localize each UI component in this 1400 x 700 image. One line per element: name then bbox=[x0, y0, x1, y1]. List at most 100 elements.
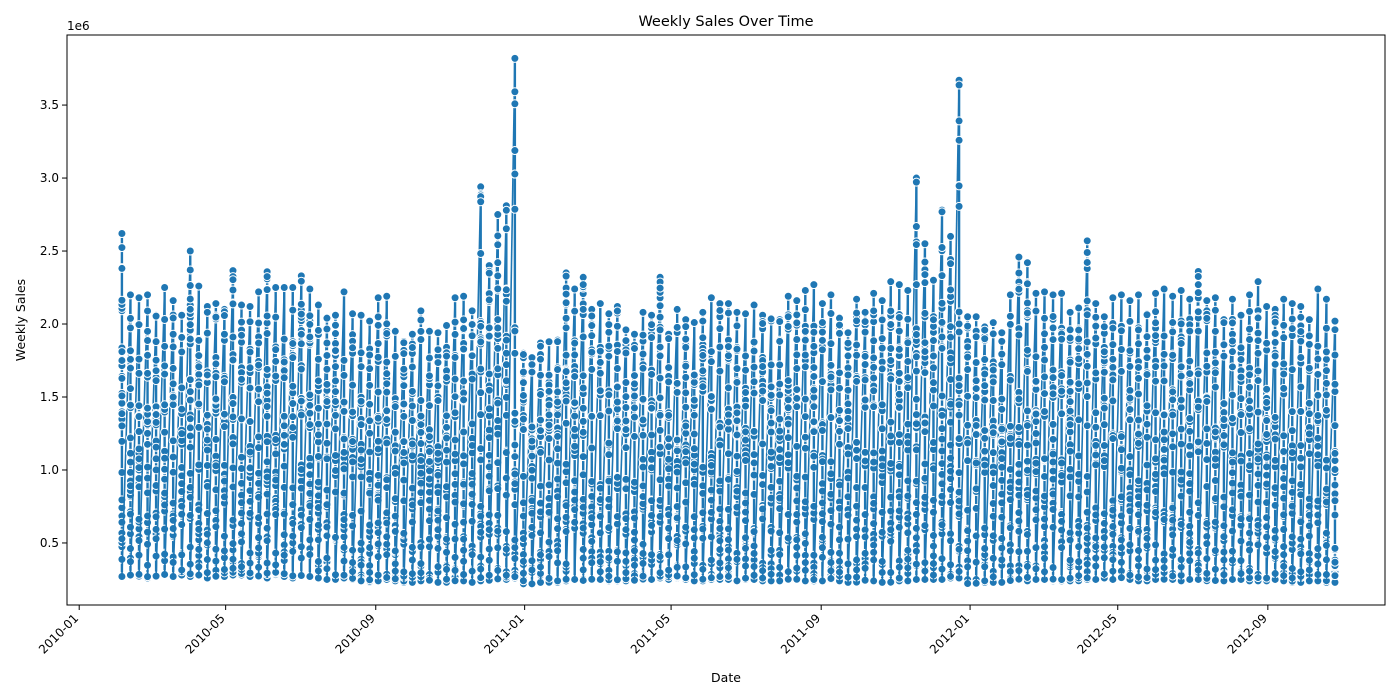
data-point bbox=[228, 285, 238, 295]
data-point bbox=[758, 395, 768, 405]
data-point bbox=[1159, 331, 1169, 341]
data-point bbox=[1048, 449, 1058, 459]
data-point bbox=[151, 534, 161, 544]
data-point bbox=[1005, 290, 1015, 300]
data-point bbox=[185, 320, 195, 330]
data-point bbox=[928, 507, 938, 517]
data-point bbox=[1014, 459, 1024, 469]
data-point bbox=[399, 349, 409, 359]
data-point bbox=[869, 306, 879, 316]
data-point bbox=[476, 527, 486, 537]
data-point bbox=[467, 440, 477, 450]
data-point bbox=[749, 426, 759, 436]
data-point bbox=[911, 330, 921, 340]
data-point bbox=[689, 370, 699, 380]
data-point bbox=[493, 271, 503, 281]
data-point bbox=[877, 334, 887, 344]
data-point bbox=[681, 402, 691, 412]
data-point bbox=[1031, 428, 1041, 438]
data-point bbox=[1116, 326, 1126, 336]
data-point bbox=[1108, 375, 1118, 385]
data-point bbox=[322, 531, 332, 541]
data-point bbox=[963, 312, 973, 322]
data-point bbox=[382, 415, 392, 425]
data-point bbox=[792, 517, 802, 527]
data-point bbox=[476, 248, 486, 258]
data-point bbox=[211, 434, 221, 444]
data-point bbox=[911, 240, 921, 250]
data-point bbox=[1031, 352, 1041, 362]
data-point bbox=[928, 378, 938, 388]
data-point bbox=[160, 427, 170, 437]
data-point bbox=[817, 377, 827, 387]
data-point bbox=[382, 438, 392, 448]
data-point bbox=[937, 391, 947, 401]
data-point bbox=[723, 351, 733, 361]
data-point bbox=[262, 523, 272, 533]
data-point bbox=[1082, 247, 1092, 257]
chart-title: Weekly Sales Over Time bbox=[638, 14, 813, 30]
data-point bbox=[1227, 413, 1237, 423]
data-point bbox=[459, 479, 469, 489]
data-point bbox=[117, 436, 127, 446]
data-point bbox=[894, 402, 904, 412]
data-point bbox=[741, 533, 751, 543]
data-point bbox=[510, 535, 520, 545]
data-point bbox=[570, 398, 580, 408]
data-point bbox=[997, 349, 1007, 359]
data-point bbox=[442, 320, 452, 330]
data-point bbox=[262, 411, 272, 421]
data-point bbox=[852, 308, 862, 318]
data-point bbox=[1022, 298, 1032, 308]
data-point bbox=[911, 352, 921, 362]
data-point bbox=[570, 441, 580, 451]
data-point bbox=[629, 412, 639, 422]
data-point bbox=[1168, 350, 1178, 360]
data-point bbox=[1253, 454, 1263, 464]
data-point bbox=[911, 177, 921, 187]
data-point bbox=[288, 339, 298, 349]
data-point bbox=[1193, 307, 1203, 317]
data-point bbox=[783, 433, 793, 443]
data-point bbox=[664, 481, 674, 491]
data-point bbox=[1099, 312, 1109, 322]
data-point bbox=[954, 181, 964, 191]
data-point bbox=[1040, 542, 1050, 552]
data-point bbox=[518, 414, 528, 424]
data-point bbox=[1330, 557, 1340, 567]
data-point bbox=[288, 432, 298, 442]
data-point bbox=[228, 355, 238, 365]
data-point bbox=[1116, 290, 1126, 300]
data-point bbox=[459, 534, 469, 544]
data-point bbox=[296, 410, 306, 420]
data-point bbox=[1287, 476, 1297, 486]
data-point bbox=[561, 512, 571, 522]
data-point bbox=[339, 542, 349, 552]
data-point bbox=[578, 523, 588, 533]
data-point bbox=[604, 320, 614, 330]
data-point bbox=[1142, 370, 1152, 380]
data-point bbox=[595, 483, 605, 493]
data-point bbox=[254, 338, 264, 348]
y-offset-label: 1e6 bbox=[67, 19, 90, 33]
data-point bbox=[279, 373, 289, 383]
data-point bbox=[766, 314, 776, 324]
data-point bbox=[527, 367, 537, 377]
data-point bbox=[1296, 326, 1306, 336]
data-point bbox=[800, 285, 810, 295]
data-point bbox=[1133, 389, 1143, 399]
data-point bbox=[493, 510, 503, 520]
data-point bbox=[1091, 440, 1101, 450]
data-point bbox=[348, 457, 358, 467]
data-point bbox=[1065, 427, 1075, 437]
data-point bbox=[1262, 479, 1272, 489]
data-point bbox=[1227, 347, 1237, 357]
data-point bbox=[262, 272, 272, 282]
data-point bbox=[715, 366, 725, 376]
data-point bbox=[612, 547, 622, 557]
data-point bbox=[629, 403, 639, 413]
data-point bbox=[399, 528, 409, 538]
data-point bbox=[621, 348, 631, 358]
data-point bbox=[450, 408, 460, 418]
data-point bbox=[732, 451, 742, 461]
